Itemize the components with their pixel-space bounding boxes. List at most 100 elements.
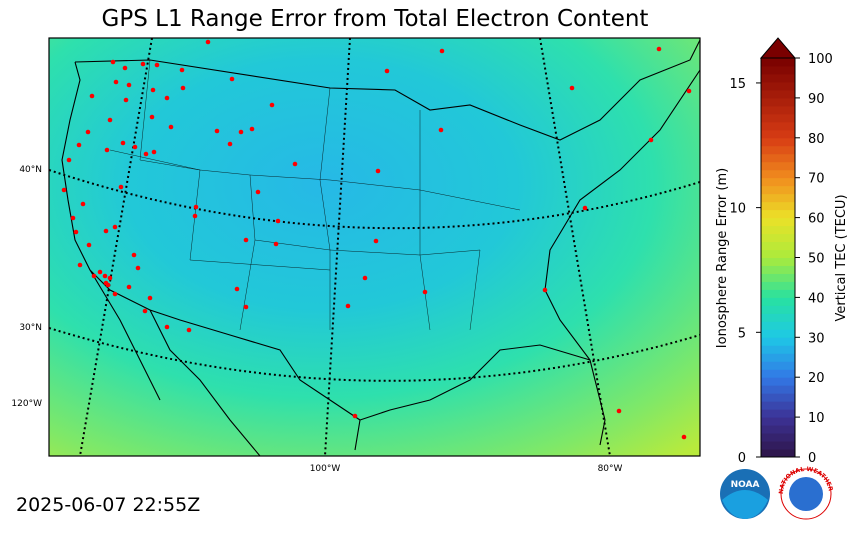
station — [362, 275, 368, 281]
station — [102, 273, 108, 279]
lat-label: 30°N — [19, 323, 42, 333]
colorbar-band — [761, 129, 795, 139]
colorbar-band — [761, 241, 795, 251]
tec-tick-label: 60 — [808, 212, 825, 227]
station — [205, 39, 211, 45]
colorbar-band — [761, 369, 795, 378]
lon-label: 100°W — [310, 464, 341, 474]
tec-tick-label: 100 — [808, 52, 833, 67]
title: GPS L1 Range Error from Total Electron C… — [102, 6, 649, 32]
station — [105, 282, 111, 288]
colorbar-band — [761, 113, 795, 123]
station — [249, 126, 255, 132]
station — [103, 228, 109, 234]
station — [118, 184, 124, 190]
timestamp: 2025-06-07 22:55Z — [16, 494, 200, 516]
station — [135, 265, 141, 271]
range-tick-label: 10 — [729, 202, 746, 217]
colorbar-band — [761, 281, 795, 290]
station — [112, 291, 118, 297]
coastline — [61, 39, 700, 456]
station — [164, 95, 170, 101]
tec-tick-label: 50 — [808, 252, 825, 267]
colorbar-band — [761, 289, 795, 298]
station — [76, 142, 82, 148]
colorbar-band — [761, 441, 795, 450]
station — [269, 102, 275, 108]
tec-tick-label: 30 — [808, 331, 825, 346]
station — [147, 295, 153, 301]
station — [384, 68, 390, 74]
colorbar-band — [761, 249, 795, 258]
colorbar-band — [761, 393, 795, 402]
station — [107, 117, 113, 123]
station — [422, 289, 428, 295]
lat-label: 40°N — [19, 165, 42, 175]
colorbar-band — [761, 105, 795, 115]
colorbar-band — [761, 265, 795, 274]
station — [227, 141, 233, 147]
colorbar-band — [761, 185, 795, 195]
tec-tick-label: 10 — [808, 411, 825, 426]
station — [143, 151, 149, 157]
colorbar-band — [761, 297, 795, 306]
colorbar-band — [761, 137, 795, 147]
tec-axis-label: Vertical TEC (TECU) — [834, 194, 849, 321]
colorbar-band — [761, 305, 795, 314]
station — [107, 275, 113, 281]
station — [164, 324, 170, 330]
colorbar-band — [761, 345, 795, 354]
station — [243, 304, 249, 310]
station — [292, 161, 298, 167]
noaa-text: NOAA — [731, 480, 760, 490]
station — [140, 61, 146, 67]
station — [255, 189, 261, 195]
colorbar-band — [761, 169, 795, 179]
station — [275, 218, 281, 224]
station — [686, 88, 692, 94]
colorbar-band — [761, 193, 795, 203]
station — [243, 237, 249, 243]
colorbar-band — [761, 361, 795, 370]
colorbar-band — [761, 121, 795, 131]
colorbar-extension — [759, 37, 797, 59]
station — [151, 149, 157, 155]
colorbar-band — [761, 177, 795, 187]
station — [345, 303, 351, 309]
tec-tick-label: 80 — [808, 132, 825, 147]
colorbar-band — [761, 81, 795, 91]
station — [123, 97, 129, 103]
station — [73, 229, 79, 235]
station — [126, 284, 132, 290]
tec-tick-label: 70 — [808, 172, 825, 187]
colorbar-band — [761, 145, 795, 155]
tec-field — [49, 38, 700, 456]
colorbar-band — [761, 353, 795, 362]
station — [192, 213, 198, 219]
stations — [61, 39, 692, 440]
station — [149, 114, 155, 120]
colorbar-band — [761, 233, 795, 243]
station — [179, 67, 185, 73]
colorbar: 0 10 20 30 40 50 60 70 80 90 100 0 5 10 15 — [729, 37, 833, 466]
colorbar-band — [761, 89, 795, 99]
station — [122, 65, 128, 71]
graticule — [49, 38, 700, 456]
colorbar-band — [761, 409, 795, 418]
station — [234, 286, 240, 292]
station — [112, 224, 118, 230]
tec-tick-label: 90 — [808, 92, 825, 107]
tec-tick-label: 20 — [808, 371, 825, 386]
station — [681, 434, 687, 440]
station — [131, 252, 137, 258]
noaa-logo: NOAA — [720, 469, 770, 519]
colorbar-band — [761, 217, 795, 227]
colorbar-band — [761, 225, 795, 235]
station — [373, 238, 379, 244]
station — [193, 204, 199, 210]
station — [438, 127, 444, 133]
lon-label: 80°W — [598, 464, 623, 474]
colorbar-band — [761, 153, 795, 163]
